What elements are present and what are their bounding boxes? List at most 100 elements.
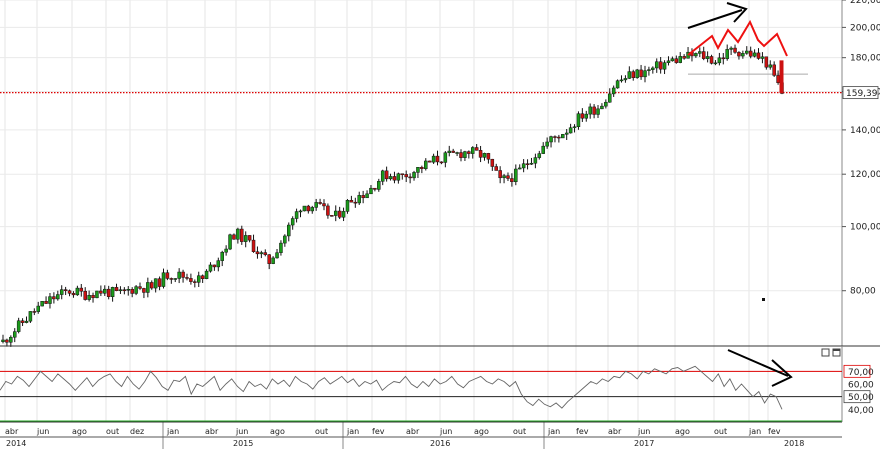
candle-body xyxy=(283,235,287,244)
candle-body xyxy=(557,136,561,139)
candle-body xyxy=(412,172,416,179)
candle-body xyxy=(662,62,667,70)
candle-body xyxy=(36,305,40,312)
candle-body xyxy=(32,311,37,313)
candle-body xyxy=(279,242,283,253)
oscillator-level-box xyxy=(843,364,871,378)
candle-body xyxy=(122,289,127,291)
candle-body xyxy=(384,170,389,180)
month-tick-label: jan xyxy=(346,427,359,436)
candle-body xyxy=(357,195,361,204)
candle-body xyxy=(251,239,256,252)
year-tick-label: 2016 xyxy=(430,439,450,448)
candle-body xyxy=(196,275,201,283)
year-tick-label: 2014 xyxy=(6,439,26,448)
candle-body xyxy=(686,51,690,59)
price-tick-label: 220,00 xyxy=(850,0,880,6)
candle-body xyxy=(142,288,146,293)
candle-body xyxy=(271,257,275,264)
candle-body xyxy=(134,286,138,294)
candle-body xyxy=(756,52,761,59)
candle-body xyxy=(470,147,475,154)
candle-body xyxy=(106,288,111,297)
month-tick-label: ago xyxy=(474,427,489,436)
month-tick-label: dez xyxy=(130,427,144,436)
last-price-box xyxy=(842,86,879,100)
candle-body xyxy=(118,289,123,291)
candle-body xyxy=(146,282,150,293)
candle-body xyxy=(478,150,483,158)
month-tick-label: abr xyxy=(608,427,622,436)
candle-body xyxy=(189,278,193,282)
candle-body xyxy=(110,287,115,297)
minimize-panel-icon[interactable] xyxy=(821,348,830,357)
candle-body xyxy=(447,150,452,153)
candle-body xyxy=(208,264,213,272)
candle-body xyxy=(9,336,13,343)
candle-body xyxy=(255,251,260,255)
candle-body xyxy=(619,79,624,82)
month-tick-label: fev xyxy=(372,427,385,436)
candle-body xyxy=(514,168,518,182)
down-arrow-shaft xyxy=(727,349,789,377)
candle-body xyxy=(596,108,600,115)
candle-body xyxy=(651,67,655,70)
candle-body xyxy=(752,52,757,57)
candle-body xyxy=(67,290,72,294)
candle-body xyxy=(615,80,620,89)
candle-body xyxy=(424,160,428,169)
candle-body xyxy=(173,278,177,280)
candle-body xyxy=(330,215,334,217)
panel-window-icons[interactable] xyxy=(821,348,841,357)
year-tick-label: 2015 xyxy=(233,439,253,448)
candle-body xyxy=(639,69,643,78)
price-panel: 220,00200,00180,00160,00140,00120,00100,… xyxy=(0,0,880,346)
candle-body xyxy=(443,152,448,163)
candle-body xyxy=(694,53,698,57)
candle-body xyxy=(79,287,84,292)
month-tick-label: jun xyxy=(36,427,49,436)
candle-body xyxy=(521,163,526,169)
candle-body xyxy=(643,70,647,78)
month-tick-label: fev xyxy=(768,427,781,436)
candle-body xyxy=(760,56,765,59)
candle-body xyxy=(341,211,346,218)
candle-body xyxy=(666,60,671,63)
candle-body xyxy=(427,160,432,163)
candle-body xyxy=(157,278,162,287)
candle-body xyxy=(435,155,440,163)
price-tick-label: 120,00 xyxy=(850,170,880,180)
candle-body xyxy=(545,141,549,147)
candle-body xyxy=(306,205,311,212)
candle-body xyxy=(138,286,142,289)
candle-body xyxy=(161,272,166,287)
candle-body xyxy=(517,167,522,170)
candle-body xyxy=(498,170,502,179)
candle-body xyxy=(5,339,9,343)
candle-body xyxy=(451,150,455,153)
candle-body xyxy=(647,69,651,71)
candle-body xyxy=(99,290,103,294)
candle-body xyxy=(392,176,397,181)
candle-body xyxy=(16,320,21,332)
month-tick-label: jan xyxy=(166,427,179,436)
candle-body xyxy=(674,58,679,63)
year-tick-label: 2017 xyxy=(634,439,654,448)
candle-body xyxy=(103,288,107,294)
candle-body xyxy=(705,56,710,59)
candle-body xyxy=(380,170,385,182)
candle-body xyxy=(494,166,498,171)
candle-body xyxy=(459,152,463,158)
candle-body xyxy=(224,248,228,253)
candle-body xyxy=(396,173,401,181)
candle-body xyxy=(243,235,248,242)
maximize-panel-icon-bar xyxy=(833,349,840,351)
month-tick-label: out xyxy=(513,427,526,436)
candle-body xyxy=(126,289,131,291)
candle-body xyxy=(701,51,706,59)
candle-body xyxy=(337,210,342,218)
candle-body xyxy=(506,175,510,179)
month-tick-label: jan xyxy=(547,427,560,436)
up-arrow-shaft xyxy=(687,9,743,29)
candle-body xyxy=(737,52,741,57)
